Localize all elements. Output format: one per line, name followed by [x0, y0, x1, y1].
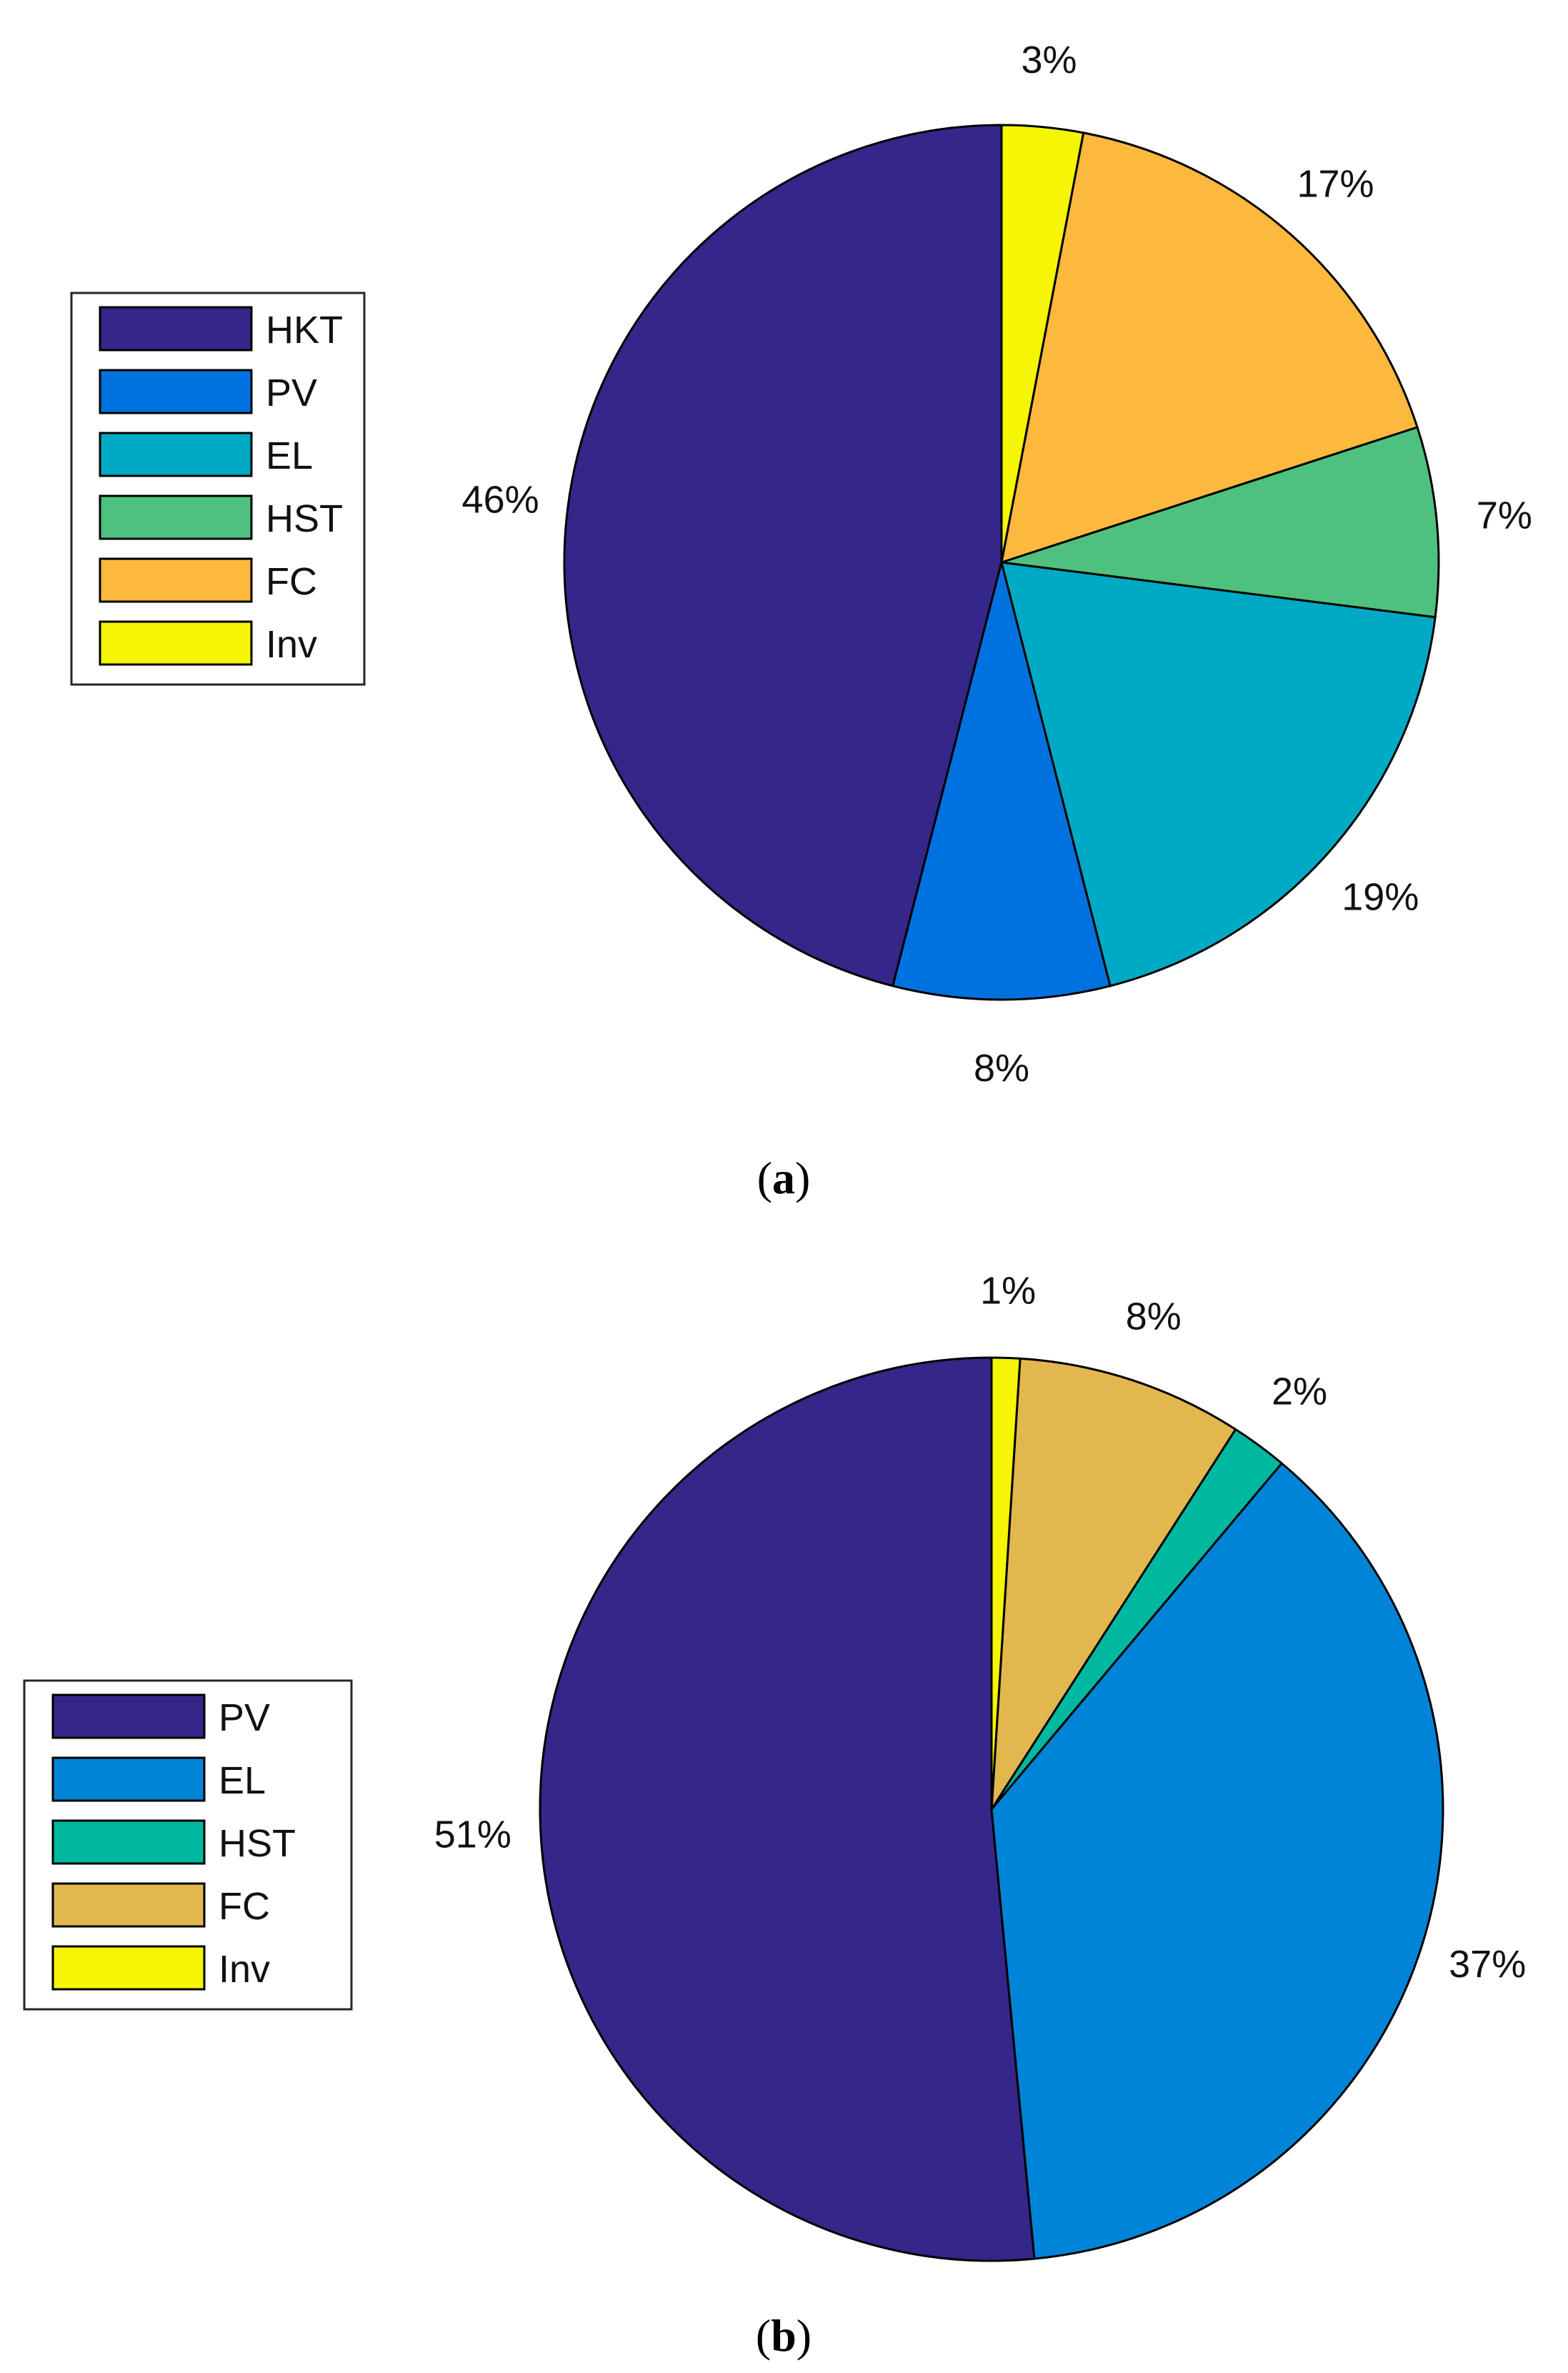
pie-b-label-fc: 8% — [1126, 1295, 1182, 1338]
caption-a: (a) — [757, 1153, 811, 1203]
pie-a-legend-swatch-pv — [99, 369, 253, 414]
pie-a-legend-swatch-fc — [99, 557, 253, 603]
pie-b-legend-label-inv: Inv — [219, 1948, 270, 1991]
pie-a-label-pv: 8% — [974, 1047, 1029, 1090]
pie-a-legend-label-pv: PV — [266, 372, 317, 414]
pie-b-legend-label-pv: PV — [219, 1696, 270, 1739]
pie-chart-b: 51% 37% 2% 8% 1% PV EL HST FC Inv — [23, 1269, 1526, 2262]
pie-a-slice-fc — [1000, 131, 1419, 564]
pie-b-legend-label-hst: HST — [219, 1822, 296, 1865]
pie-a-legend-label-hst: HST — [266, 497, 343, 540]
pie-a-label-el: 19% — [1342, 876, 1419, 919]
pie-b-legend-swatch-pv — [51, 1693, 206, 1739]
pie-a-legend — [70, 292, 366, 686]
pie-b-slice-pv — [539, 1356, 1036, 2262]
pie-a-legend-swatch-hkt — [99, 306, 253, 352]
caption-b: (b) — [756, 2310, 812, 2361]
pie-a-legend-label-fc: FC — [266, 560, 317, 603]
pie-a-label-inv: 3% — [1021, 39, 1077, 81]
pie-a-label-fc: 17% — [1297, 163, 1374, 206]
pie-b-legend-swatch-inv — [51, 1945, 206, 1991]
pie-b-label-hst: 2% — [1272, 1370, 1327, 1413]
pie-b-label-pv: 51% — [434, 1814, 511, 1856]
pie-a-slice-hst — [1000, 426, 1440, 619]
pie-b-legend-swatch-fc — [51, 1882, 206, 1928]
pie-a-legend-swatch-el — [99, 432, 253, 477]
pie-a-legend-swatch-hst — [99, 494, 253, 540]
pie-a-slice-inv — [1000, 124, 1085, 564]
pie-b-slice-el — [990, 1462, 1444, 2260]
pie-b-legend-swatch-hst — [51, 1819, 206, 1865]
pie-a-legend-label-hkt: HKT — [266, 309, 343, 352]
pie-a-legend-label-inv: Inv — [266, 623, 317, 666]
pie-b-label-el: 37% — [1449, 1943, 1526, 1986]
pie-b-slice-inv — [990, 1356, 1022, 1811]
pie-a-slice-pv — [892, 561, 1112, 1001]
caption-b-letter: b — [771, 2310, 797, 2361]
pie-b-label-inv: 1% — [980, 1269, 1036, 1312]
pie-b-legend-swatch-el — [51, 1756, 206, 1802]
pie-b-legend-label-fc: FC — [219, 1885, 270, 1928]
pie-chart-a: 46% 8% 19% 7% 17% 3% HKT PV EL HST FC Inv — [70, 39, 1532, 1090]
pie-b-legend-label-el: EL — [219, 1759, 266, 1802]
pie-a-slice-el — [1000, 561, 1437, 987]
pie-b-slice-fc — [990, 1357, 1237, 1811]
pie-a-slice-hkt — [563, 124, 1003, 987]
pie-a-label-hst: 7% — [1477, 494, 1532, 537]
pie-a-legend-swatch-inv — [99, 620, 253, 666]
pie-a-label-hkt: 46% — [462, 478, 539, 521]
pie-a-legend-label-el: EL — [266, 434, 313, 477]
caption-a-letter: a — [772, 1153, 795, 1203]
